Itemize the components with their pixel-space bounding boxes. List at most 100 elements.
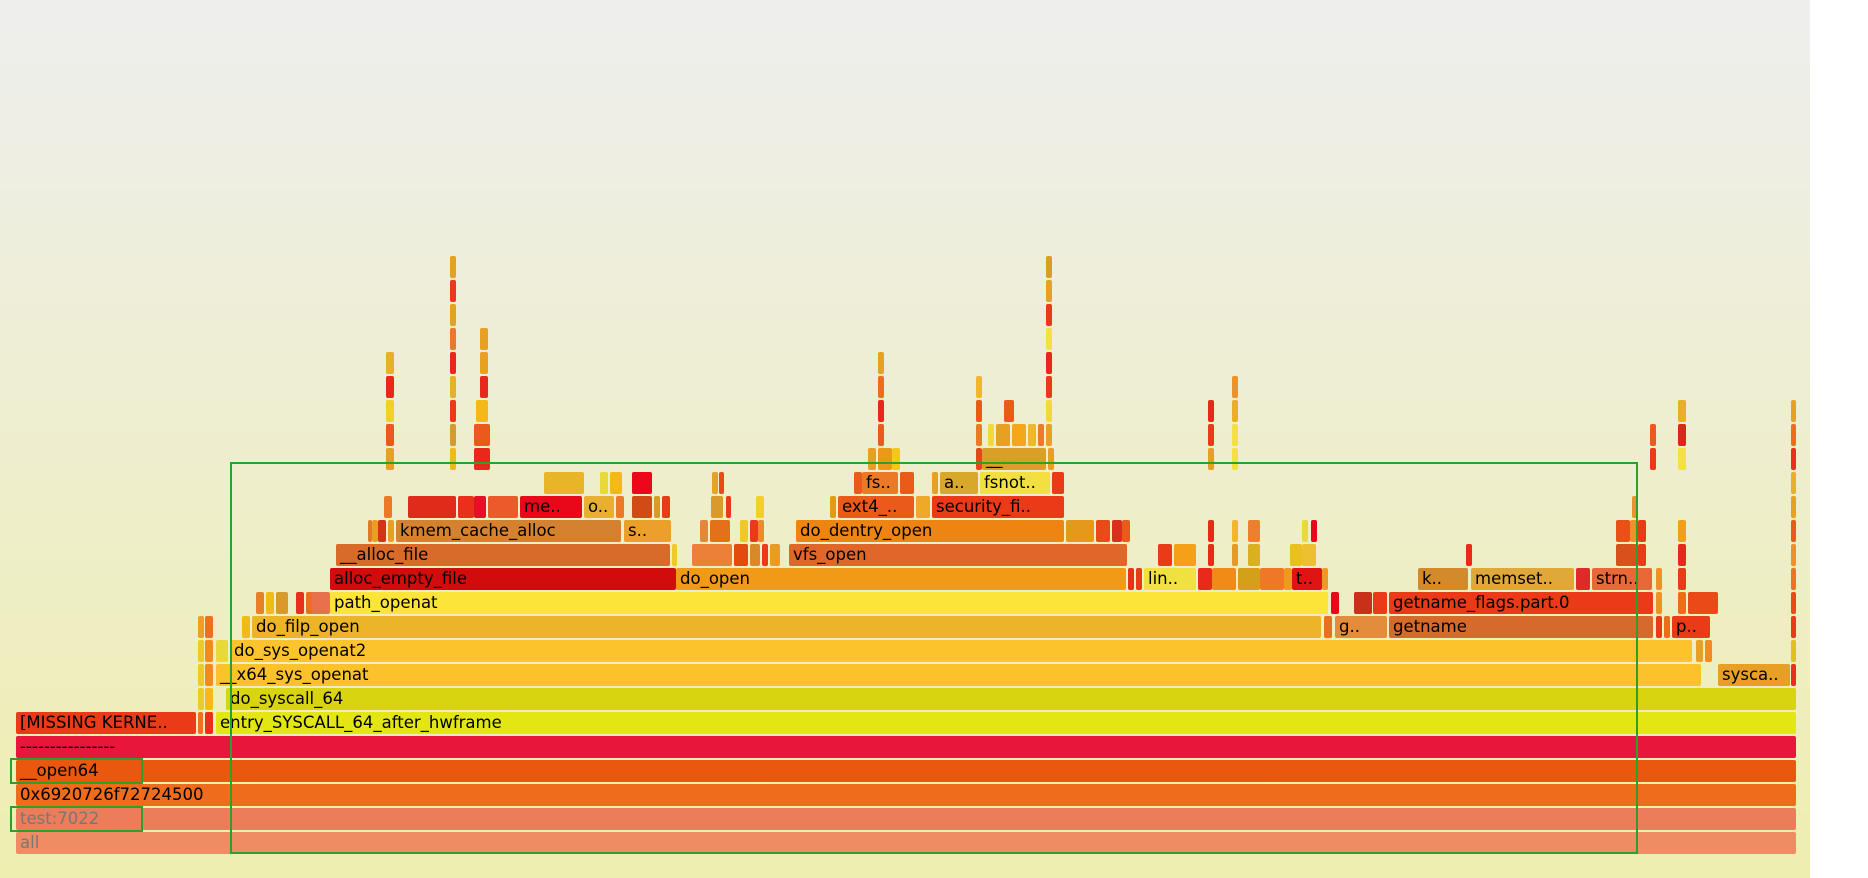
frame-unlabeled-90[interactable] <box>372 520 378 542</box>
frame-unlabeled-151[interactable] <box>474 448 490 470</box>
frame-alloc-empty-file[interactable]: alloc_empty_file <box>330 568 676 590</box>
frame-unlabeled-205[interactable] <box>450 304 456 326</box>
frame-unlabeled-110[interactable] <box>1616 520 1630 542</box>
frame-unlabeled-143[interactable] <box>900 472 914 494</box>
frame-unlabeled-204[interactable] <box>1046 328 1052 350</box>
frame-unlabeled-52[interactable] <box>1128 568 1134 590</box>
frame-unlabeled-200[interactable] <box>878 352 884 374</box>
frame-unlabeled-147[interactable] <box>1052 472 1064 494</box>
frame-ext4-[interactable]: ext4_.. <box>838 496 914 518</box>
frame-unlabeled-79[interactable] <box>1208 544 1214 566</box>
frame-unlabeled-197[interactable] <box>386 352 394 374</box>
frame-unlabeled-122[interactable] <box>616 496 624 518</box>
frame-unlabeled-72[interactable] <box>734 544 748 566</box>
frame-unlabeled-186[interactable] <box>1208 400 1214 422</box>
frame-0x6920726f72724500[interactable]: 0x6920726f72724500 <box>16 784 1796 806</box>
frame-unlabeled-99[interactable] <box>758 520 764 542</box>
frame-unlabeled-166[interactable] <box>878 424 884 446</box>
frame-security-fi-[interactable]: security_fi.. <box>932 496 1064 518</box>
frame-unlabeled-159[interactable] <box>1232 448 1238 470</box>
frame-me-[interactable]: me.. <box>520 496 582 518</box>
frame-path-openat[interactable]: path_openat <box>330 592 1328 614</box>
frame-fsnot-[interactable]: fsnot.. <box>980 472 1050 494</box>
frame-unlabeled-34[interactable] <box>1791 616 1796 638</box>
frame-unlabeled-57[interactable] <box>1238 568 1260 590</box>
frame-unlabeled-158[interactable] <box>1208 448 1214 470</box>
frame-unlabeled-148[interactable] <box>1791 472 1796 494</box>
frame-unlabeled-136[interactable] <box>600 472 608 494</box>
frame-test-7022[interactable]: test:7022 <box>16 808 1796 830</box>
frame-unlabeled-194[interactable] <box>976 376 982 398</box>
frame-unlabeled-125[interactable] <box>662 496 670 518</box>
frame-unlabeled-77[interactable] <box>1158 544 1172 566</box>
frame-unlabeled-202[interactable] <box>450 328 456 350</box>
frame-unlabeled-206[interactable] <box>1046 304 1052 326</box>
frame-unlabeled-117[interactable] <box>458 496 474 518</box>
frame-unlabeled-118[interactable] <box>474 496 486 518</box>
frame-unlabeled-71[interactable] <box>692 544 732 566</box>
frame-unlabeled-109[interactable] <box>1311 520 1317 542</box>
frame-unlabeled-181[interactable] <box>476 400 488 422</box>
frame-unlabeled-190[interactable] <box>386 376 394 398</box>
frame-unlabeled-168[interactable] <box>988 424 994 446</box>
frame-unlabeled-172[interactable] <box>1038 424 1044 446</box>
frame-unlabeled-22[interactable] <box>1705 640 1712 662</box>
frame--alloc-file[interactable]: __alloc_file <box>336 544 670 566</box>
frame-k-[interactable]: k.. <box>1418 568 1468 590</box>
frame-unlabeled-149[interactable] <box>386 448 394 470</box>
frame-unlabeled-155[interactable] <box>976 448 982 470</box>
frame-unlabeled-88[interactable] <box>1791 544 1796 566</box>
frame-fs-[interactable]: fs.. <box>862 472 898 494</box>
frame-unlabeled-47[interactable] <box>1678 592 1686 614</box>
frame-unlabeled-134[interactable] <box>1791 496 1796 518</box>
frame-unlabeled-177[interactable] <box>1678 424 1686 446</box>
frame-unlabeled-170[interactable] <box>1012 424 1026 446</box>
frame-unlabeled-64[interactable] <box>1576 568 1590 590</box>
frame-unlabeled-81[interactable] <box>1248 544 1260 566</box>
frame-unlabeled-19[interactable] <box>216 640 228 662</box>
frame-unlabeled-171[interactable] <box>1028 424 1036 446</box>
frame-all[interactable]: all <box>16 832 1796 854</box>
frame-unlabeled-116[interactable] <box>408 496 456 518</box>
frame-unlabeled-75[interactable] <box>770 544 780 566</box>
frame-do-open[interactable]: do_open <box>676 568 1126 590</box>
frame-unlabeled-201[interactable] <box>1046 352 1052 374</box>
frame-unlabeled-87[interactable] <box>1678 544 1686 566</box>
frame--[interactable]: __.. <box>982 448 1046 470</box>
frame-unlabeled-141[interactable] <box>854 472 862 494</box>
frame-unlabeled-44[interactable] <box>1373 592 1387 614</box>
frame-getname-flags-part-0[interactable]: getname_flags.part.0 <box>1389 592 1653 614</box>
frame-unlabeled-21[interactable] <box>1696 640 1703 662</box>
frame-do-sys-openat2[interactable]: do_sys_openat2 <box>230 640 1692 662</box>
frame-unlabeled-207[interactable] <box>450 280 456 302</box>
frame-unlabeled-196[interactable] <box>1232 376 1238 398</box>
frame-unlabeled-17[interactable] <box>198 640 204 662</box>
frame-unlabeled-160[interactable] <box>1650 448 1656 470</box>
frame-unlabeled-195[interactable] <box>1046 376 1052 398</box>
frame-unlabeled-86[interactable] <box>1638 544 1646 566</box>
frame-unlabeled-209[interactable] <box>450 256 456 278</box>
frame-unlabeled-135[interactable] <box>544 472 584 494</box>
frame-unlabeled-43[interactable] <box>1354 592 1372 614</box>
frame-unlabeled-59[interactable] <box>1284 568 1292 590</box>
frame-unlabeled-189[interactable] <box>1791 400 1796 422</box>
frame-unlabeled-127[interactable] <box>726 496 731 518</box>
frame-unlabeled-182[interactable] <box>878 400 884 422</box>
frame-unlabeled-175[interactable] <box>1232 424 1238 446</box>
frame-unlabeled-152[interactable] <box>868 448 876 470</box>
frame-unlabeled-111[interactable] <box>1630 520 1638 542</box>
frame-do-dentry-open[interactable]: do_dentry_open <box>796 520 1064 542</box>
frame-unlabeled-123[interactable] <box>632 496 652 518</box>
frame-sysca-[interactable]: sysca.. <box>1718 664 1790 686</box>
frame-unlabeled-9[interactable] <box>198 688 204 710</box>
frame-unlabeled-48[interactable] <box>1688 592 1718 614</box>
frame-unlabeled-203[interactable] <box>480 328 488 350</box>
frame-unlabeled-173[interactable] <box>1046 424 1052 446</box>
frame-unlabeled-108[interactable] <box>1302 520 1308 542</box>
frame-unlabeled-102[interactable] <box>1096 520 1110 542</box>
frame-unlabeled-163[interactable] <box>386 424 394 446</box>
frame-unlabeled-18[interactable] <box>205 640 213 662</box>
frame-unlabeled-80[interactable] <box>1232 544 1238 566</box>
frame-unlabeled-92[interactable] <box>388 520 394 542</box>
frame-unlabeled-101[interactable] <box>1066 520 1094 542</box>
